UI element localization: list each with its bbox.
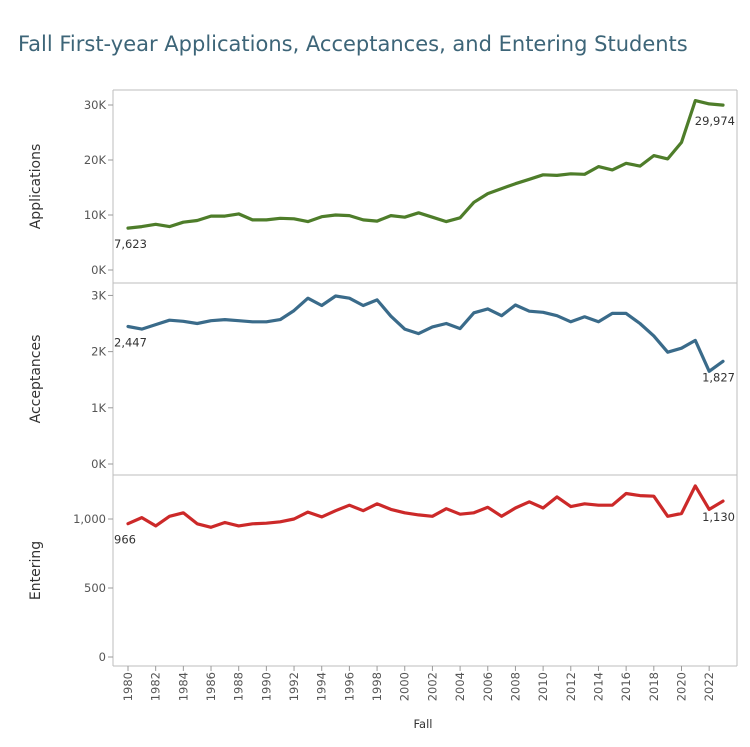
acceptances-data-label: 1,827 [702, 370, 735, 384]
x-tick-label: 1990 [259, 672, 273, 701]
y-tick-label: 1,000 [73, 512, 106, 526]
x-tick-label: 1984 [176, 672, 190, 701]
x-tick-label: 2012 [564, 672, 578, 701]
entering-line [126, 484, 725, 529]
applications-line [126, 98, 725, 230]
y-tick-label: 0K [91, 263, 106, 277]
entering-data-label: 1,130 [702, 510, 735, 524]
x-tick-label: 1996 [342, 672, 356, 701]
y-tick-label: 30K [84, 98, 107, 112]
x-tick-label: 2014 [591, 672, 605, 701]
x-tick-label: 1992 [287, 672, 301, 701]
entering-data-label: 966 [114, 533, 136, 547]
x-tick-label: 2018 [647, 672, 661, 701]
x-tick-label: 2008 [508, 672, 522, 701]
y-axis-title: Acceptances [28, 335, 44, 424]
y-tick-label: 0 [99, 650, 106, 664]
x-tick-label: 2002 [425, 672, 439, 701]
acceptances-line [126, 294, 725, 373]
x-tick-label: 2022 [702, 672, 716, 701]
x-tick-label: 2016 [619, 672, 633, 701]
x-tick-label: 1994 [315, 672, 329, 701]
x-tick-label: 1986 [204, 672, 218, 701]
applications-data-label: 7,623 [114, 237, 147, 251]
y-tick-label: 20K [84, 153, 107, 167]
x-tick-label: 2000 [398, 672, 412, 701]
x-tick-label: 2004 [453, 672, 467, 701]
x-tick-label: 1982 [149, 672, 163, 701]
x-tick-label: 2020 [674, 672, 688, 701]
acceptances-data-label: 2,447 [114, 336, 147, 350]
y-tick-label: 3K [91, 288, 106, 302]
x-tick-label: 1998 [370, 672, 384, 701]
y-tick-label: 2K [91, 345, 106, 359]
x-axis-title: Fall [414, 717, 433, 731]
chart-title: Fall First-year Applications, Acceptance… [18, 32, 688, 56]
y-tick-label: 10K [84, 208, 107, 222]
y-tick-label: 500 [84, 581, 106, 595]
y-tick-label: 1K [91, 401, 106, 415]
y-axis-title: Entering [28, 541, 44, 600]
x-tick-label: 2010 [536, 672, 550, 701]
x-tick-label: 2006 [481, 672, 495, 701]
y-tick-label: 0K [91, 457, 106, 471]
x-tick-label: 1988 [232, 672, 246, 701]
y-axis-title: Applications [28, 144, 44, 230]
x-tick-label: 1980 [121, 672, 135, 701]
applications-data-label: 29,974 [695, 114, 735, 128]
